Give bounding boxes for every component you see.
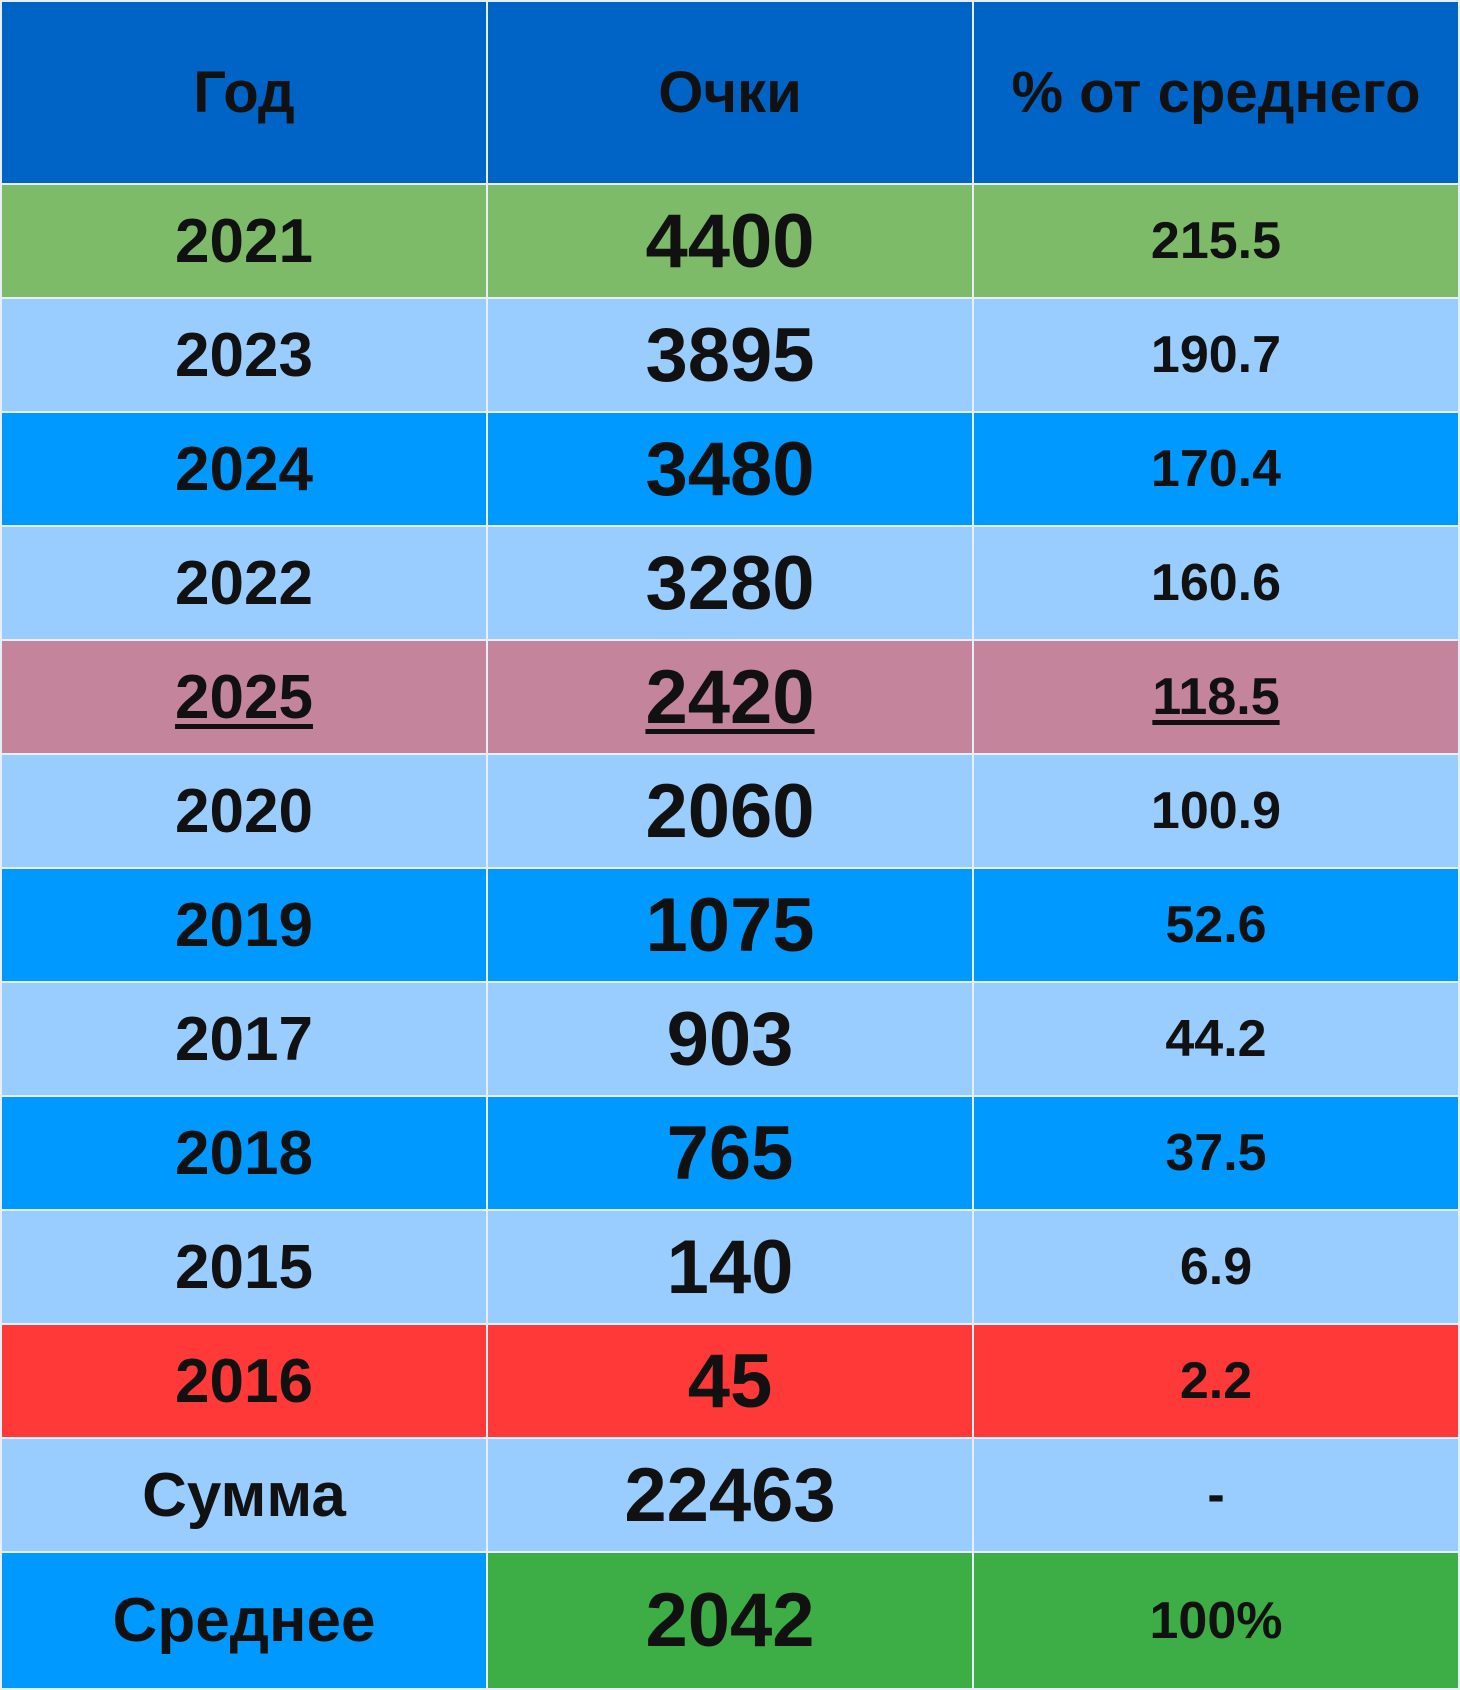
table-cell: 190.7 [972,297,1460,413]
table-cell: 6.9 [972,1209,1460,1325]
table-row: 2021 4400 215.5 [0,183,1460,299]
table-cell: 765 [486,1095,974,1211]
cell-text: 4400 [645,198,815,284]
cell-text: Сумма [142,1460,346,1530]
cell-text: 2025 [175,662,313,732]
table-cell: 903 [486,981,974,1097]
table-cell: 1075 [486,867,974,983]
table-cell: 52.6 [972,867,1460,983]
header-cell: Очки [486,0,974,185]
table-cell: 2060 [486,753,974,869]
table-row: 2019 1075 52.6 [0,867,1460,983]
table-cell: 170.4 [972,411,1460,527]
cell-text: 118.5 [1152,668,1280,726]
cell-text: 2.2 [1179,1352,1253,1410]
table-cell: 44.2 [972,981,1460,1097]
table-cell: 2023 [0,297,488,413]
table-cell: - [972,1437,1460,1553]
table-cell: 3280 [486,525,974,641]
table-cell: 2042 [486,1551,974,1690]
table-cell: 160.6 [972,525,1460,641]
table-cell: 2018 [0,1095,488,1211]
cell-text: 2019 [175,890,313,960]
cell-text: 2022 [175,548,313,618]
table-cell: 22463 [486,1437,974,1553]
cell-text: 190.7 [1150,326,1282,384]
cell-text: 52.6 [1165,896,1267,954]
cell-text: 22463 [624,1452,836,1538]
table-cell: 2022 [0,525,488,641]
cell-text: 2024 [175,434,313,504]
cell-text: 2015 [175,1232,313,1302]
table-cell: 2019 [0,867,488,983]
cell-text: 2020 [175,776,313,846]
table-row: 2018 765 37.5 [0,1095,1460,1211]
table-cell: 2017 [0,981,488,1097]
table-cell: 45 [486,1323,974,1439]
table-cell: 2016 [0,1323,488,1439]
table-row: 2015 140 6.9 [0,1209,1460,1325]
cell-text: 45 [687,1338,773,1424]
table-cell: 2015 [0,1209,488,1325]
table-row: 2022 3280 160.6 [0,525,1460,641]
table-cell: 2020 [0,753,488,869]
cell-text: 160.6 [1150,554,1282,612]
cell-text: 3280 [645,540,815,626]
table-row: 2025 2420 118.5 [0,639,1460,755]
header-row: Год Очки % от среднего [0,0,1460,185]
table-cell: Сумма [0,1437,488,1553]
table-row: 2024 3480 170.4 [0,411,1460,527]
cell-text: 2042 [645,1578,815,1663]
cell-text: 3895 [645,312,815,398]
cell-text: 3480 [645,426,815,512]
cell-text: 2017 [175,1004,313,1074]
cell-text: 215.5 [1150,212,1282,270]
table-row: Сумма 22463 - [0,1437,1460,1553]
header-cell: % от среднего [972,0,1460,185]
cell-text: - [1207,1466,1225,1524]
cell-text: 2018 [175,1118,313,1188]
table-cell: 3480 [486,411,974,527]
cell-text: 903 [666,996,794,1082]
table-cell: 2.2 [972,1323,1460,1439]
cell-text: 140 [666,1224,794,1310]
cell-text: 37.5 [1165,1124,1267,1182]
cell-text: 765 [666,1110,794,1196]
table-cell: 2024 [0,411,488,527]
table-cell: 118.5 [972,639,1460,755]
cell-text: 100.9 [1150,782,1282,840]
cell-text: 2023 [175,320,313,390]
table-row: 2020 2060 100.9 [0,753,1460,869]
table-cell: 3895 [486,297,974,413]
table-cell: 2420 [486,639,974,755]
table-cell: 2025 [0,639,488,755]
cell-text: 2021 [175,206,313,276]
cell-text: 100% [1149,1591,1283,1650]
table-body: 2021 4400 215.5 2023 3895 190.7 2024 3480 170.4 2… [0,183,1460,1690]
table-cell: 215.5 [972,183,1460,299]
table-row: 2017 903 44.2 [0,981,1460,1097]
table-cell: 2021 [0,183,488,299]
cell-text: 2016 [175,1346,313,1416]
table-cell: 37.5 [972,1095,1460,1211]
table-cell: 100% [972,1551,1460,1690]
cell-text: Среднее [112,1586,376,1655]
table-cell: 4400 [486,183,974,299]
table-cell: 140 [486,1209,974,1325]
header-cell: Год [0,0,488,185]
cell-text: 6.9 [1179,1238,1253,1296]
cell-text: 2060 [645,768,815,854]
table-header: Год Очки % от среднего [0,0,1460,185]
cell-text: 44.2 [1165,1010,1267,1068]
cell-text: 170.4 [1150,440,1282,498]
cell-text: 1075 [645,882,815,968]
table-cell: 100.9 [972,753,1460,869]
table-row: 2016 45 2.2 [0,1323,1460,1439]
table-row: 2023 3895 190.7 [0,297,1460,413]
table-cell: Среднее [0,1551,488,1690]
table-row: Среднее 2042 100% [0,1551,1460,1690]
cell-text: 2420 [645,654,815,740]
